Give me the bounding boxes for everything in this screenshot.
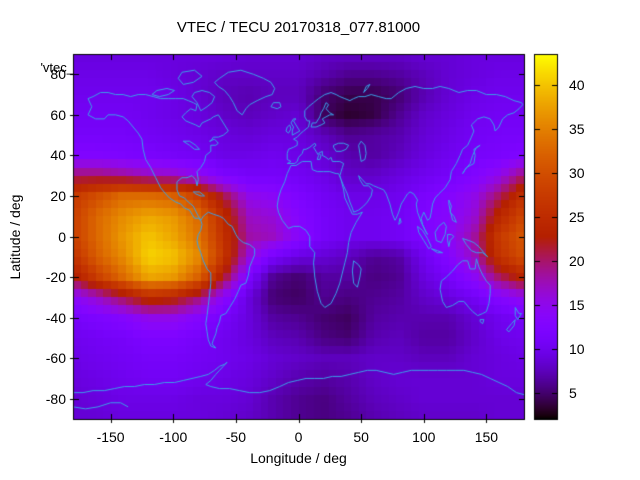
x-tick-label: 0 <box>294 429 303 445</box>
colorbar-tick-label: 10 <box>569 340 585 357</box>
x-axis-label: Longitude / deg <box>250 450 347 466</box>
x-tick-label: -150 <box>96 429 125 445</box>
chart-title: VTEC / TECU 20170318_077.81000 <box>176 19 421 36</box>
y-tick-label: 20 <box>50 187 66 204</box>
colorbar-tick-label: 15 <box>569 296 585 313</box>
x-tick-label: -100 <box>159 429 188 445</box>
colorbar-tick-label: 40 <box>569 76 585 93</box>
y-tick-label: 40 <box>50 147 66 164</box>
y-tick-label: -20 <box>45 269 66 286</box>
y-axis-label: Latitude / deg <box>7 194 23 280</box>
colorbar-tick-label: 20 <box>569 252 585 269</box>
y-tick-label: 80 <box>50 66 66 83</box>
y-tick-label: -80 <box>45 390 66 407</box>
legend-key-label: 'vtec_ <box>40 60 74 75</box>
y-tick-label: 60 <box>50 106 66 123</box>
x-tick-label: 50 <box>353 429 369 445</box>
y-tick-label: 0 <box>58 228 66 245</box>
colorbar-tick-label: 5 <box>569 384 577 401</box>
y-tick-label: -40 <box>45 309 66 326</box>
x-tick-label: 150 <box>474 429 499 445</box>
x-tick-label: 100 <box>412 429 436 445</box>
colorbar-tick-label: 25 <box>569 208 585 225</box>
x-tick-label: -50 <box>225 429 246 445</box>
y-tick-label: -60 <box>45 350 66 367</box>
colorbar-tick-label: 30 <box>569 164 585 181</box>
colorbar-tick-label: 35 <box>569 120 585 137</box>
